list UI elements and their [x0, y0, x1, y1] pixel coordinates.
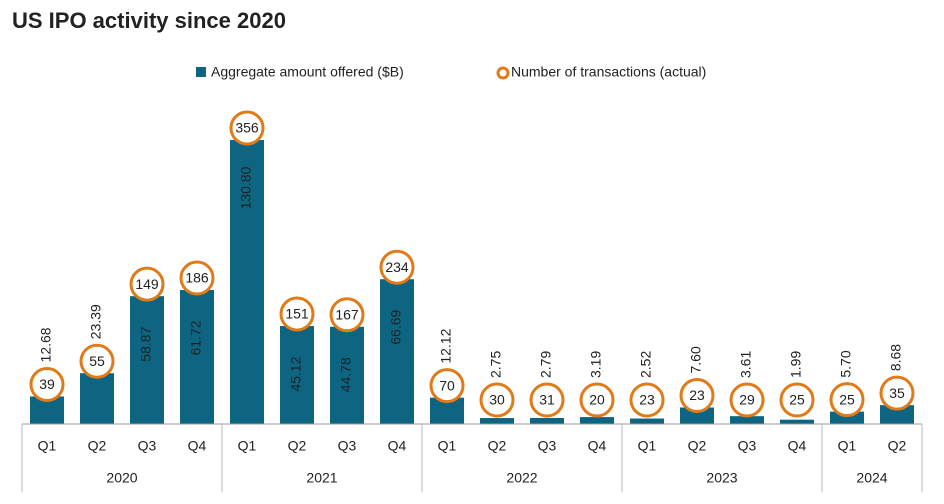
bar — [730, 416, 764, 424]
x-tick-label: Q2 — [688, 438, 707, 454]
x-tick-label: Q3 — [338, 438, 357, 454]
bar — [780, 419, 814, 424]
value-label: 2.79 — [538, 351, 554, 378]
transaction-label: 23 — [689, 387, 705, 403]
x-tick-label: Q1 — [238, 438, 257, 454]
transaction-marker — [129, 266, 165, 302]
value-label: 130.80 — [238, 166, 254, 209]
transaction-marker — [329, 297, 365, 333]
chart-title: US IPO activity since 2020 — [12, 8, 286, 33]
value-label: 1.99 — [788, 351, 804, 378]
transaction-marker — [779, 382, 815, 418]
legend-swatch — [196, 67, 206, 77]
x-tick-label: Q2 — [888, 438, 907, 454]
x-tick-label: Q2 — [288, 438, 307, 454]
transaction-label: 234 — [385, 259, 409, 275]
value-label: 44.78 — [338, 357, 354, 392]
transaction-marker — [529, 382, 565, 418]
value-label: 2.52 — [638, 351, 654, 378]
transaction-label: 25 — [839, 391, 855, 407]
transaction-label: 356 — [235, 120, 259, 136]
bar — [280, 326, 314, 424]
transaction-marker — [879, 375, 915, 411]
transaction-label: 30 — [489, 392, 505, 408]
x-tick-label: Q3 — [738, 438, 757, 454]
bar — [480, 418, 514, 424]
transaction-marker — [279, 296, 315, 332]
bar — [330, 326, 364, 424]
x-tick-label: Q3 — [538, 438, 557, 454]
transaction-label: 151 — [285, 306, 309, 322]
legend-swatch — [496, 66, 510, 80]
value-label: 2.75 — [488, 351, 504, 378]
value-label: 66.69 — [388, 309, 404, 344]
transaction-label: 186 — [185, 270, 209, 286]
value-label: 12.68 — [38, 327, 54, 362]
transaction-marker — [729, 382, 765, 418]
bar — [580, 417, 614, 424]
transaction-label: 35 — [889, 385, 905, 401]
value-label: 23.39 — [88, 304, 104, 339]
value-label: 8.68 — [888, 344, 904, 371]
bar — [680, 407, 714, 424]
transaction-marker — [79, 343, 115, 379]
transaction-marker — [829, 382, 865, 418]
bar — [230, 140, 264, 424]
transaction-label: 167 — [335, 306, 359, 322]
transaction-marker — [179, 260, 215, 296]
x-tick-label: Q3 — [138, 438, 157, 454]
bar — [80, 373, 114, 424]
x-tick-label: Q1 — [638, 438, 657, 454]
transaction-marker — [429, 368, 465, 404]
transaction-marker — [229, 110, 265, 146]
transaction-marker — [679, 377, 715, 413]
value-label: 45.12 — [288, 356, 304, 391]
group-label: 2020 — [106, 470, 137, 486]
value-label: 7.60 — [688, 346, 704, 373]
value-label: 58.87 — [138, 326, 154, 361]
transaction-label: 23 — [639, 392, 655, 408]
bar — [180, 289, 214, 424]
group-label: 2022 — [506, 470, 537, 486]
x-tick-label: Q2 — [488, 438, 507, 454]
transaction-marker — [629, 382, 665, 418]
value-label: 12.12 — [438, 328, 454, 363]
transaction-label: 29 — [739, 392, 755, 408]
bar — [530, 417, 564, 424]
x-tick-label: Q1 — [38, 438, 57, 454]
x-tick-label: Q4 — [588, 438, 607, 454]
transaction-marker — [29, 366, 65, 402]
group-label: 2021 — [306, 470, 337, 486]
transaction-label: 55 — [89, 353, 105, 369]
legend-label: Aggregate amount offered ($B) — [211, 64, 404, 80]
transaction-label: 149 — [135, 276, 159, 292]
transaction-marker — [379, 249, 415, 285]
group-label: 2024 — [856, 470, 887, 486]
transaction-label: 25 — [789, 392, 805, 408]
value-label: 61.72 — [188, 320, 204, 355]
transaction-marker — [579, 382, 615, 418]
value-label: 3.19 — [588, 351, 604, 378]
group-label: 2023 — [706, 470, 737, 486]
transaction-label: 20 — [589, 392, 605, 408]
transaction-label: 31 — [539, 392, 555, 408]
bar — [130, 296, 164, 424]
x-tick-label: Q1 — [838, 438, 857, 454]
legend-label: Number of transactions (actual) — [511, 64, 706, 80]
x-tick-label: Q4 — [388, 438, 407, 454]
bar — [380, 279, 414, 424]
x-tick-label: Q4 — [788, 438, 807, 454]
bar — [880, 405, 914, 424]
x-tick-label: Q2 — [88, 438, 107, 454]
value-label: 5.70 — [838, 350, 854, 377]
x-tick-label: Q1 — [438, 438, 457, 454]
bar — [630, 418, 664, 424]
x-tick-label: Q4 — [188, 438, 207, 454]
transaction-label: 70 — [439, 377, 455, 393]
transaction-label: 39 — [39, 376, 55, 392]
value-label: 3.61 — [738, 351, 754, 378]
transaction-marker — [479, 382, 515, 418]
